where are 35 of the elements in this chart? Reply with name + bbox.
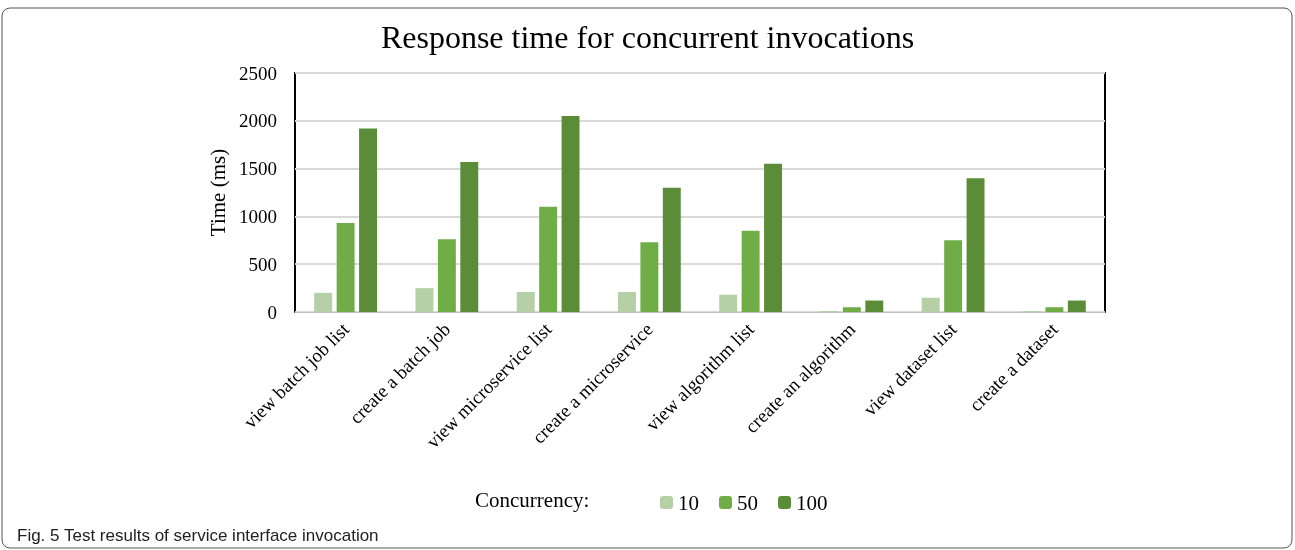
bar	[415, 288, 434, 312]
legend-label: 10	[678, 490, 699, 515]
bar	[1067, 300, 1086, 312]
y-tick-label: 1500	[239, 158, 277, 180]
legend-label: 50	[737, 490, 758, 515]
chart-title: Response time for concurrent invocations	[380, 19, 915, 55]
legend-title: Concurrency:	[475, 487, 590, 512]
bar	[719, 294, 738, 312]
bar	[842, 307, 861, 312]
y-tick-label: 2000	[239, 110, 277, 132]
y-tick-label: 1000	[239, 205, 277, 227]
caption: Fig. 5 Test results of service interface invocation	[17, 526, 379, 545]
bar	[359, 128, 378, 312]
bar	[966, 178, 985, 312]
y-tick-label: 500	[248, 253, 277, 275]
bar	[516, 291, 535, 312]
bar	[662, 187, 681, 312]
bar	[764, 163, 783, 312]
bar	[437, 239, 456, 312]
bar	[336, 223, 355, 312]
bar	[1045, 307, 1064, 312]
bar	[561, 116, 580, 312]
bar	[741, 230, 760, 312]
bar	[640, 242, 659, 312]
bar	[944, 240, 963, 312]
bar	[314, 292, 333, 312]
y-tick-label: 0	[267, 301, 277, 323]
bar	[617, 291, 636, 312]
bar	[460, 161, 479, 312]
bar	[865, 300, 884, 312]
legend-label: 100	[796, 490, 828, 515]
y-axis-title: Time (ms)	[205, 148, 230, 237]
bar	[539, 206, 558, 312]
bar	[921, 297, 940, 312]
y-tick-label: 2500	[239, 62, 277, 84]
